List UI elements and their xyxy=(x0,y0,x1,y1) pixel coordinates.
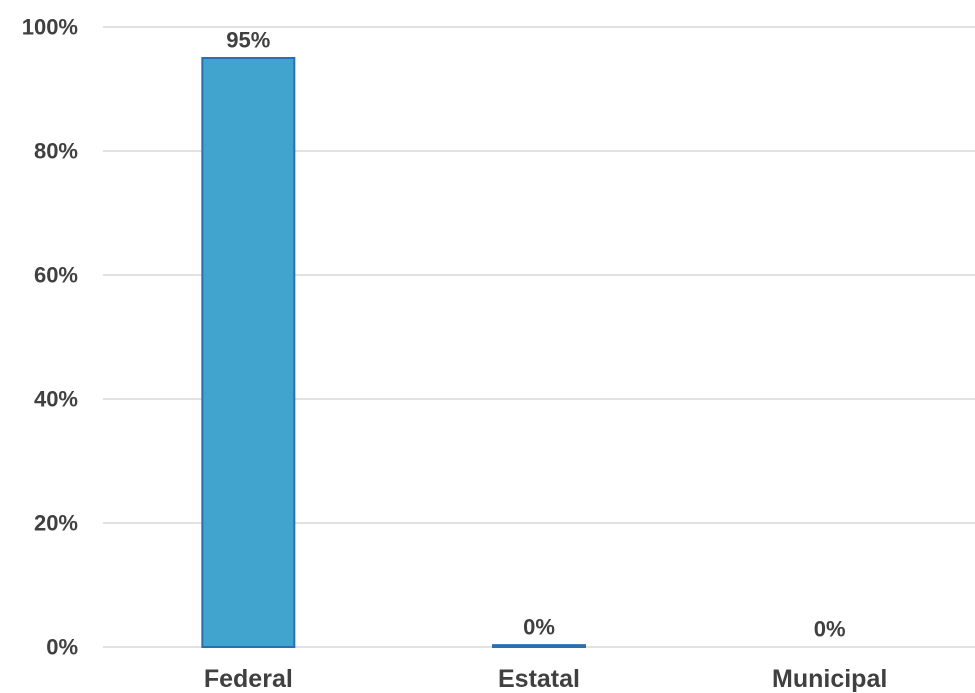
x-axis: Federal Estatal Municipal xyxy=(204,665,887,693)
y-axis: 0% 20% 40% 60% 80% 100% xyxy=(22,15,78,660)
bars xyxy=(201,57,586,649)
y-tick-label: 20% xyxy=(34,511,78,536)
y-tick-label: 100% xyxy=(22,15,78,40)
data-label-federal: 95% xyxy=(226,28,270,53)
bar-estatal xyxy=(492,644,586,649)
y-tick-label: 80% xyxy=(34,139,78,164)
y-tick-label: 40% xyxy=(34,387,78,412)
x-tick-label: Municipal xyxy=(772,665,887,693)
y-tick-label: 0% xyxy=(46,635,78,660)
x-tick-label: Federal xyxy=(204,665,293,693)
data-label-estatal: 0% xyxy=(523,615,555,640)
data-label-municipal: 0% xyxy=(814,617,846,642)
bar-federal xyxy=(201,57,296,648)
data-labels: 95% 0% 0% xyxy=(226,28,845,642)
x-tick-label: Estatal xyxy=(498,665,580,693)
y-tick-label: 60% xyxy=(34,263,78,288)
